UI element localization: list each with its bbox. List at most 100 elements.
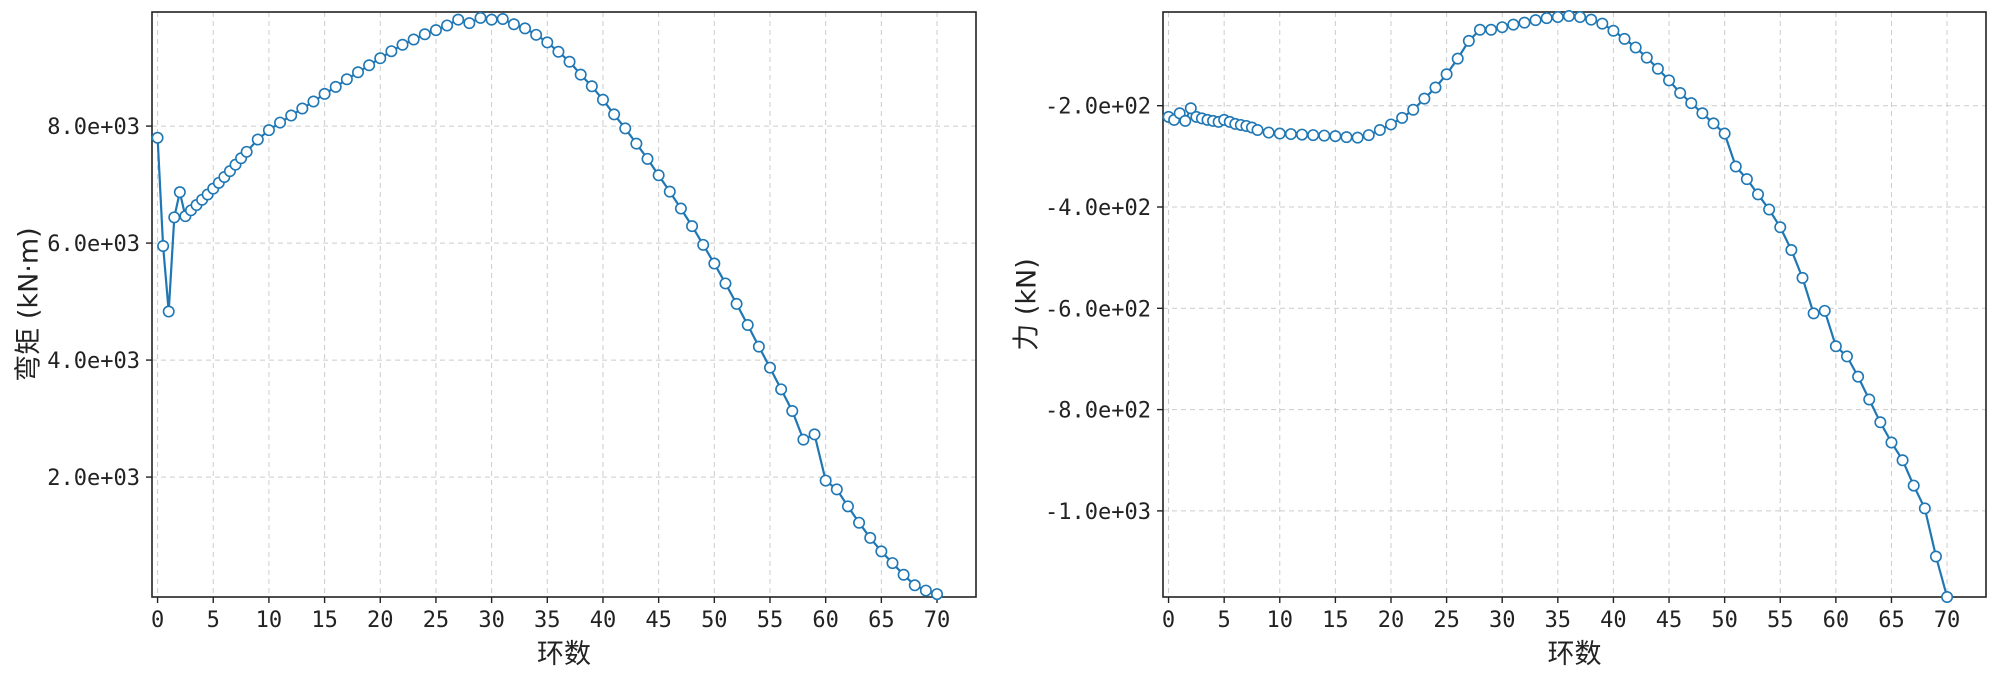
data-point — [285, 109, 298, 122]
x-tick-label: 5 — [1218, 608, 1231, 633]
data-point — [819, 474, 832, 487]
data-point — [340, 73, 353, 86]
x-axis-label: 环数 — [537, 639, 591, 670]
x-tick-label: 40 — [590, 608, 617, 633]
data-point — [1596, 17, 1609, 30]
bending-moment-chart: 0 5 10 15 20 25 30 35 40 45 50 55 60 65 70 2.0e+03 4.0e… — [14, 11, 977, 670]
x-tick-label: 35 — [1545, 608, 1572, 633]
data-point — [151, 131, 164, 144]
data-point — [1918, 502, 1931, 515]
data-point — [1429, 81, 1442, 94]
data-point — [251, 133, 264, 146]
data-point — [1462, 34, 1475, 47]
data-point — [1507, 18, 1520, 31]
x-tick-label: 70 — [1934, 608, 1961, 633]
data-point — [1396, 111, 1409, 124]
data-point — [686, 220, 699, 233]
data-point — [1407, 103, 1420, 116]
data-point — [1885, 436, 1898, 449]
x-tick-label: 40 — [1600, 608, 1627, 633]
x-tick-label: 55 — [1767, 608, 1794, 633]
data-point — [496, 13, 509, 26]
x-tick-label: 60 — [812, 608, 839, 633]
x-tick-label: 65 — [1878, 608, 1905, 633]
data-point — [385, 45, 398, 58]
data-point — [641, 152, 654, 165]
y-axis-label: 力 (kN) — [1012, 258, 1043, 350]
data-point — [1796, 271, 1809, 284]
data-point — [1284, 128, 1297, 141]
data-point — [1618, 32, 1631, 45]
y-axis-ticks: -1.0e+03 -8.0e+02 -6.0e+02 -4.0e+02 -2.0e+02 — [1045, 95, 1163, 525]
x-tick-label: 5 — [207, 608, 220, 633]
data-point — [841, 500, 854, 513]
x-tick-label: 20 — [367, 608, 394, 633]
data-point — [763, 361, 776, 374]
x-tick-label: 15 — [311, 608, 338, 633]
data-point — [262, 124, 275, 137]
data-point — [519, 22, 532, 35]
data-point — [674, 202, 687, 215]
data-point — [1607, 24, 1620, 37]
y-axis-label: 弯矩 (kN·m) — [14, 227, 45, 381]
data-point — [162, 305, 175, 318]
x-tick-label: 45 — [645, 608, 672, 633]
data-point — [1485, 23, 1498, 36]
data-point — [452, 13, 465, 26]
data-point — [1696, 107, 1709, 120]
data-point — [1829, 340, 1842, 353]
data-point — [307, 95, 320, 108]
data-point — [864, 531, 877, 544]
data-point — [1184, 102, 1197, 115]
data-point — [1785, 244, 1798, 257]
data-point — [1896, 454, 1909, 467]
data-point — [1251, 124, 1264, 137]
x-tick-label: 45 — [1656, 608, 1683, 633]
x-axis-ticks: 0 5 10 15 20 25 30 35 40 45 50 55 60 65 70 — [151, 597, 950, 633]
data-point — [1718, 127, 1731, 140]
data-point — [1763, 203, 1776, 216]
y-tick-label: -2.0e+02 — [1045, 95, 1151, 120]
grid-lines — [152, 12, 976, 597]
y-tick-label: -4.0e+02 — [1045, 196, 1151, 221]
data-point — [1685, 97, 1698, 110]
x-tick-label: 20 — [1378, 608, 1405, 633]
data-point — [630, 137, 643, 150]
data-point — [931, 588, 944, 601]
x-axis-label: 环数 — [1548, 639, 1602, 670]
data-point — [608, 108, 621, 121]
data-point — [485, 13, 498, 26]
y-tick-label: 6.0e+03 — [47, 232, 140, 257]
data-point — [1518, 16, 1531, 29]
data-point — [897, 568, 910, 581]
data-point — [418, 28, 431, 41]
data-point — [775, 383, 788, 396]
data-point — [1674, 87, 1687, 100]
data-point — [786, 404, 799, 417]
data-point — [1663, 74, 1676, 87]
data-point — [1451, 52, 1464, 65]
x-tick-label: 10 — [1267, 608, 1294, 633]
grid-lines — [1163, 12, 1986, 597]
data-point — [1640, 51, 1653, 64]
data-point — [1729, 160, 1742, 173]
data-point — [507, 18, 520, 31]
data-point — [1540, 12, 1553, 25]
data-point — [1296, 128, 1309, 141]
y-tick-label: -6.0e+02 — [1045, 297, 1151, 322]
x-tick-label: 30 — [1489, 608, 1516, 633]
data-point — [574, 68, 587, 81]
y-axis-ticks: 2.0e+03 4.0e+03 6.0e+03 8.0e+03 — [47, 115, 152, 491]
data-point — [173, 186, 186, 199]
data-point — [474, 11, 487, 24]
x-tick-label: 55 — [757, 608, 784, 633]
data-point — [1740, 173, 1753, 186]
plot-frame — [1162, 11, 1987, 598]
y-tick-label: 4.0e+03 — [47, 349, 140, 374]
force-chart: 0 5 10 15 20 25 30 35 40 45 50 55 60 65 70 -1.0e+03 -8.… — [1012, 10, 1987, 670]
data-point — [1774, 221, 1787, 234]
data-point — [240, 145, 253, 158]
data-point — [830, 483, 843, 496]
series-group — [1162, 10, 1954, 603]
